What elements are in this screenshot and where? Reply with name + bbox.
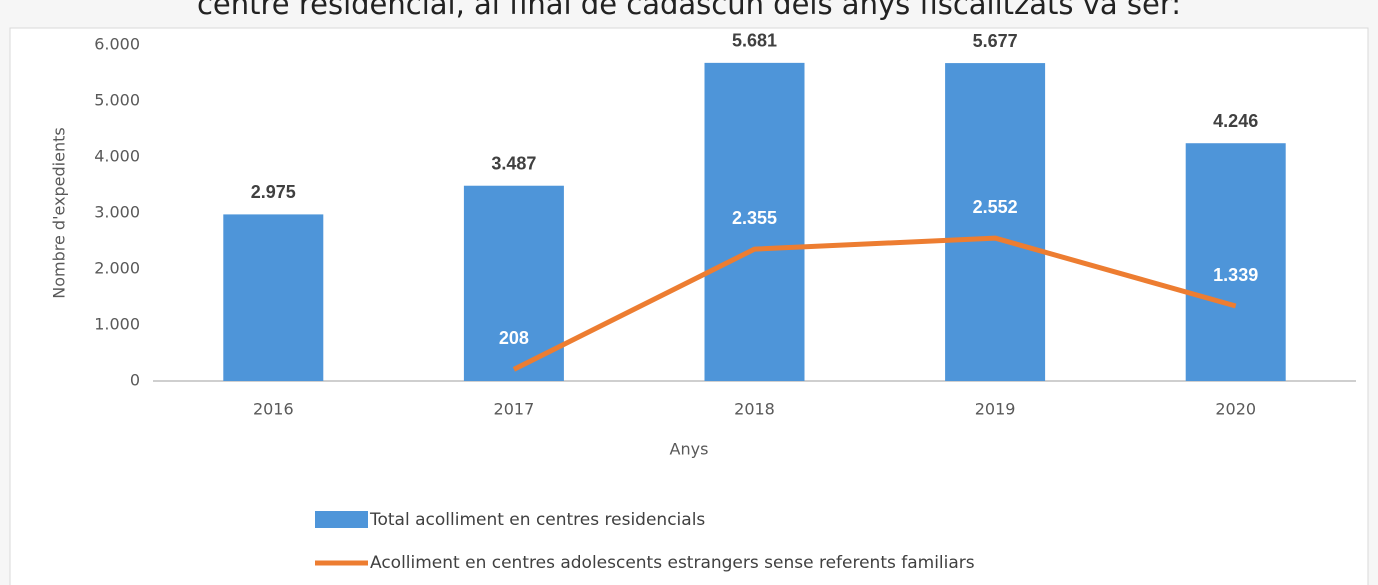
line [512,235,1237,372]
line-value-label: 208 [499,328,529,348]
bar [945,63,1046,381]
x-tick-label: 2019 [975,400,1016,419]
x-tick-label: 2018 [734,400,775,419]
line-value-label: 2.355 [732,208,777,228]
x-axis-title: Anys [670,440,709,459]
bar-value-label: 5.681 [732,31,777,51]
y-tick-label: 0 [130,371,140,390]
line-value-label: 2.552 [973,197,1018,217]
x-tick-label: 2020 [1215,400,1256,419]
x-tick-label: 2016 [253,400,294,419]
bar [463,185,564,381]
x-tick-label: 2017 [494,400,535,419]
legend-label: Total acolliment en centres residencials [369,510,705,530]
y-tick-label: 1.000 [94,315,140,334]
bar-value-label: 2.975 [251,182,296,202]
y-tick-label: 2.000 [94,259,140,278]
y-axis-title: Nombre d'expedients [50,127,69,298]
bar-value-label: 3.487 [491,153,536,173]
line-value-label: 1.339 [1213,265,1258,285]
legend-swatch [315,511,368,528]
y-tick-label: 5.000 [94,91,140,110]
bar-value-label: 4.246 [1213,111,1258,131]
legend-label: Acolliment en centres adolescents estran… [370,553,975,573]
bar [223,214,324,381]
bar [704,62,805,381]
chart-title: centre residencial, al final de cadascun… [197,0,1181,21]
bar [1185,143,1286,381]
y-tick-label: 6.000 [94,35,140,54]
chart-area [9,27,1369,585]
bar-value-label: 5.677 [973,31,1018,51]
y-tick-label: 3.000 [94,203,140,222]
y-tick-label: 4.000 [94,147,140,166]
